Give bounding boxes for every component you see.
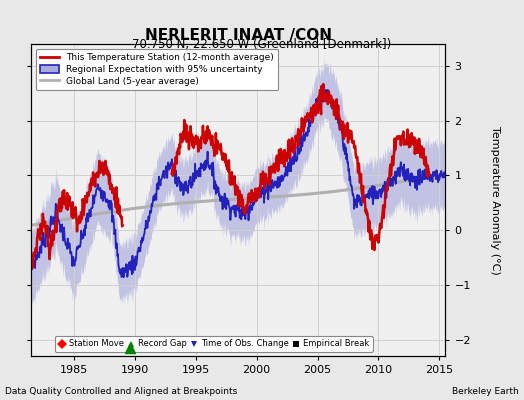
Text: 70.750 N, 22.650 W (Greenland [Denmark]): 70.750 N, 22.650 W (Greenland [Denmark]): [133, 38, 391, 51]
Y-axis label: Temperature Anomaly (°C): Temperature Anomaly (°C): [490, 126, 500, 274]
Text: Data Quality Controlled and Aligned at Breakpoints: Data Quality Controlled and Aligned at B…: [5, 387, 237, 396]
Text: Berkeley Earth: Berkeley Earth: [452, 387, 519, 396]
Legend: Station Move, Record Gap, Time of Obs. Change, Empirical Break: Station Move, Record Gap, Time of Obs. C…: [54, 336, 373, 352]
Title: NERLERIT INAAT /CON: NERLERIT INAAT /CON: [145, 28, 332, 43]
